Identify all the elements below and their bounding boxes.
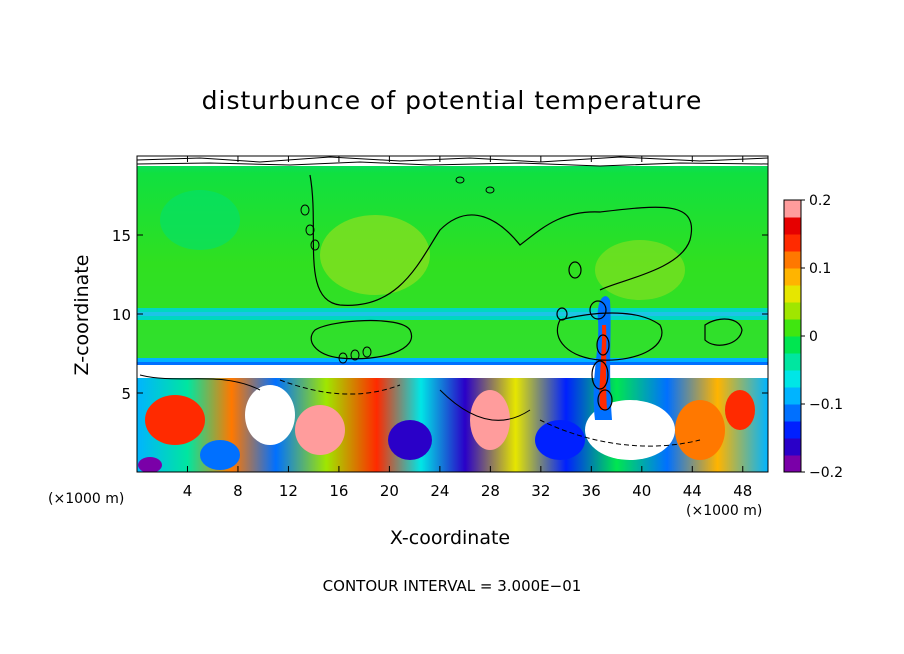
bl-blob-3 (295, 405, 345, 455)
colorbar-labels: 0.2 0.1 0 −0.1 −0.2 (801, 193, 843, 481)
x-unit-left: (×1000 m) (48, 491, 125, 507)
bl-blob-4 (388, 420, 432, 460)
x-unit-right: (×1000 m) (686, 503, 763, 519)
colorbar-swatch (784, 268, 801, 286)
warm-anomaly-right (595, 240, 685, 300)
heatmap-field (137, 156, 768, 472)
x-tick-label: 28 (481, 482, 500, 500)
contour-right-lobe (556, 312, 663, 361)
y-axis-ticks: 5 10 15 (112, 227, 768, 403)
colorbar-swatch (784, 217, 801, 235)
colorbar (784, 200, 801, 473)
colorbar-swatch (784, 370, 801, 388)
bl-blob-6 (535, 420, 585, 460)
contour-interval-note: CONTOUR INTERVAL = 3.000E−01 (322, 577, 582, 595)
x-tick-label: 8 (233, 482, 243, 500)
colorbar-swatch (784, 251, 801, 269)
contour-far-right (704, 318, 743, 346)
colorbar-tick-label: −0.2 (809, 465, 843, 481)
colorbar-swatch (784, 421, 801, 439)
colorbar-swatch (784, 302, 801, 320)
bl-blob-2 (245, 385, 295, 445)
x-tick-label: 48 (733, 482, 752, 500)
level-10km-core (137, 312, 768, 316)
chart-title: disturbunce of potential temperature (201, 86, 703, 115)
x-tick-label: 4 (183, 482, 193, 500)
cool-anomaly-left (160, 190, 240, 250)
colorbar-tick-label: −0.1 (809, 397, 843, 413)
bl-blob-1 (145, 395, 205, 445)
contour-upper-green-region (309, 174, 693, 306)
x-tick-label: 40 (632, 482, 651, 500)
model-top-contours-2 (137, 161, 768, 167)
model-top-contours (137, 156, 768, 163)
contour-mid-lobe (310, 319, 413, 360)
x-axis-ticks: 4 8 12 16 20 24 28 32 36 40 44 48 (183, 156, 752, 500)
colorbar-swatch (784, 438, 801, 456)
y-tick-label: 5 (121, 385, 131, 403)
warm-anomaly-upper (320, 215, 430, 295)
plume-contour-rings (556, 261, 613, 411)
contour-dashed-bl (279, 379, 701, 447)
x-tick-label: 44 (683, 482, 702, 500)
colorbar-swatch (784, 353, 801, 371)
contour-solid-bl (139, 374, 531, 421)
colorbar-swatch (784, 387, 801, 405)
y-tick-label: 15 (112, 227, 131, 245)
bl-blob-10 (200, 440, 240, 470)
x-tick-label: 32 (531, 482, 550, 500)
colorbar-swatch (784, 404, 801, 422)
colorbar-swatch (784, 234, 801, 252)
colorbar-swatch (784, 319, 801, 337)
bl-blob-8 (675, 400, 725, 460)
tropopause-band-edge (137, 358, 768, 364)
tropopause-band (137, 363, 768, 378)
x-tick-label: 16 (329, 482, 348, 500)
x-axis-label: X-coordinate (389, 527, 511, 549)
colorbar-tick-label: 0.2 (809, 193, 831, 209)
tropopause-band-edge-2 (137, 362, 768, 365)
colorbar-tick-label: 0.1 (809, 261, 831, 277)
x-tick-label: 36 (582, 482, 601, 500)
small-contour-loops (300, 176, 495, 364)
y-tick-label: 10 (112, 306, 131, 324)
colorbar-tick-label: 0 (809, 329, 818, 345)
model-top-noise-band (137, 156, 768, 166)
colorbar-swatch (784, 285, 801, 303)
bl-blob-11 (138, 457, 162, 472)
bl-blob-9 (725, 390, 755, 430)
colorbar-swatch (784, 200, 801, 218)
colorbar-swatch (784, 336, 801, 354)
x-tick-label: 24 (430, 482, 449, 500)
x-tick-label: 12 (279, 482, 298, 500)
colorbar-swatch (784, 455, 801, 473)
x-tick-label: 20 (380, 482, 399, 500)
